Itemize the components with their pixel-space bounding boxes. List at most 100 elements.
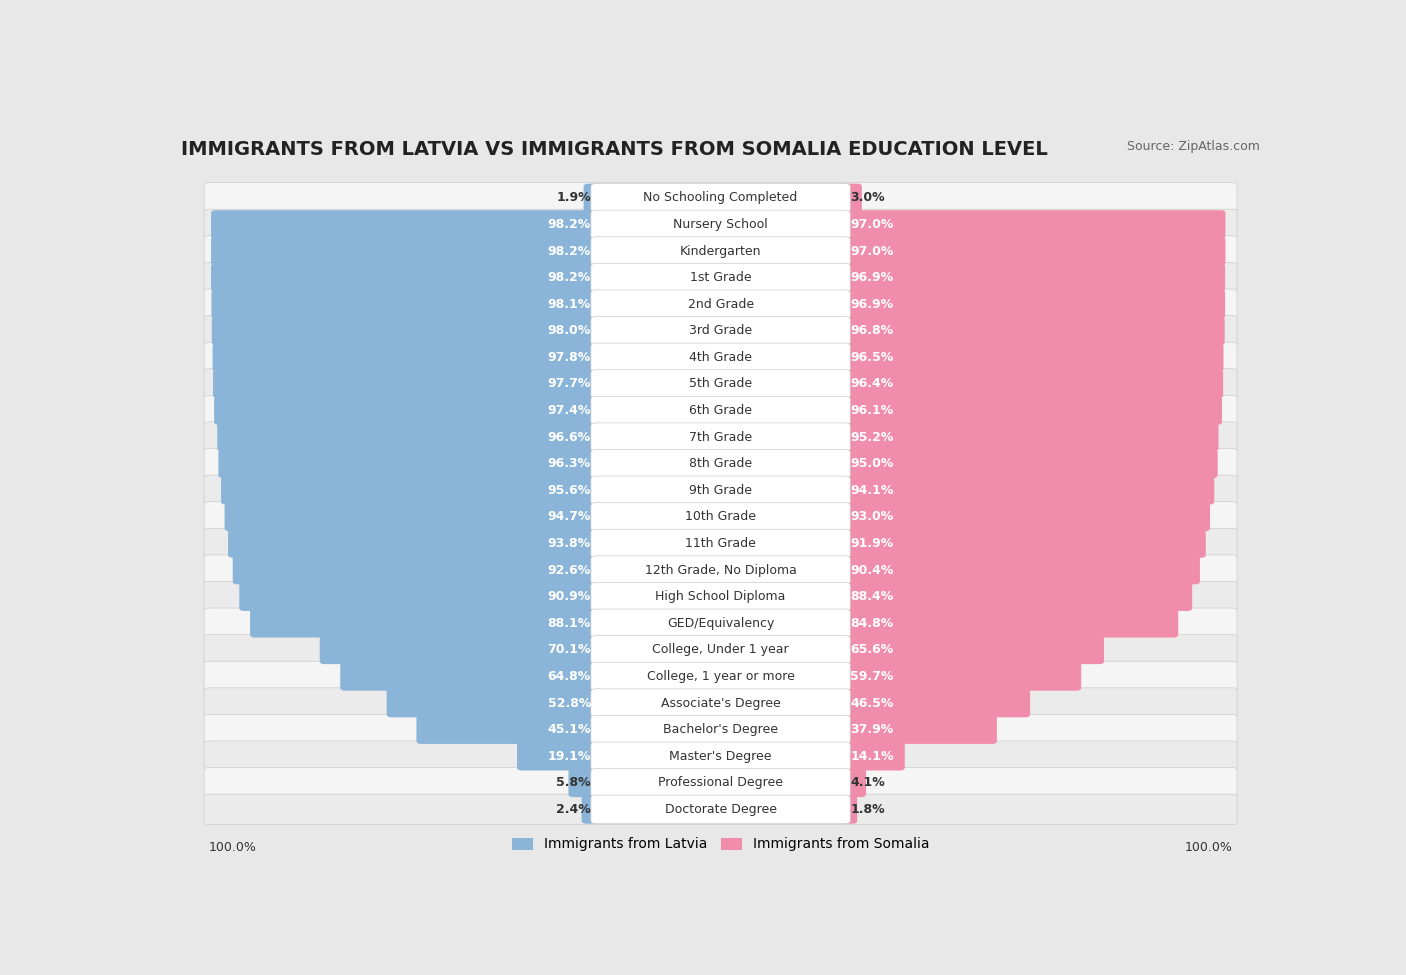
Text: Nursery School: Nursery School [673, 218, 768, 231]
FancyBboxPatch shape [204, 608, 1237, 639]
FancyBboxPatch shape [233, 556, 599, 584]
FancyBboxPatch shape [204, 422, 1237, 452]
Text: 19.1%: 19.1% [547, 750, 591, 762]
FancyBboxPatch shape [583, 183, 599, 213]
Text: 98.1%: 98.1% [548, 297, 591, 311]
FancyBboxPatch shape [842, 688, 1031, 718]
Text: 98.2%: 98.2% [548, 271, 591, 284]
FancyBboxPatch shape [842, 662, 1081, 690]
FancyBboxPatch shape [591, 688, 851, 718]
Text: 96.4%: 96.4% [851, 377, 893, 390]
Text: 12th Grade, No Diploma: 12th Grade, No Diploma [644, 564, 797, 576]
FancyBboxPatch shape [568, 768, 599, 798]
Text: 14.1%: 14.1% [851, 750, 894, 762]
FancyBboxPatch shape [591, 423, 851, 451]
FancyBboxPatch shape [204, 316, 1237, 346]
FancyBboxPatch shape [591, 662, 851, 690]
FancyBboxPatch shape [228, 529, 599, 558]
FancyBboxPatch shape [218, 449, 599, 478]
Text: 5.8%: 5.8% [557, 776, 591, 790]
Text: 90.9%: 90.9% [548, 590, 591, 604]
FancyBboxPatch shape [842, 449, 1218, 478]
FancyBboxPatch shape [204, 210, 1237, 240]
FancyBboxPatch shape [842, 423, 1219, 451]
FancyBboxPatch shape [591, 237, 851, 265]
FancyBboxPatch shape [204, 369, 1237, 399]
FancyBboxPatch shape [204, 767, 1237, 799]
FancyBboxPatch shape [842, 556, 1199, 584]
Text: No Schooling Completed: No Schooling Completed [644, 191, 797, 205]
Text: Doctorate Degree: Doctorate Degree [665, 802, 776, 816]
FancyBboxPatch shape [517, 742, 599, 770]
FancyBboxPatch shape [591, 503, 851, 531]
FancyBboxPatch shape [204, 289, 1237, 320]
FancyBboxPatch shape [842, 476, 1215, 505]
FancyBboxPatch shape [218, 423, 599, 451]
Text: 92.6%: 92.6% [548, 564, 591, 576]
Text: 97.0%: 97.0% [851, 245, 894, 257]
FancyBboxPatch shape [842, 211, 1226, 239]
FancyBboxPatch shape [591, 396, 851, 425]
Text: 37.9%: 37.9% [851, 723, 893, 736]
Text: Master's Degree: Master's Degree [669, 750, 772, 762]
Text: 97.4%: 97.4% [547, 404, 591, 417]
FancyBboxPatch shape [591, 183, 851, 213]
Text: Bachelor's Degree: Bachelor's Degree [664, 723, 778, 736]
Text: High School Diploma: High School Diploma [655, 590, 786, 604]
FancyBboxPatch shape [591, 796, 851, 824]
Text: 91.9%: 91.9% [851, 537, 893, 550]
Text: 97.8%: 97.8% [548, 351, 591, 364]
FancyBboxPatch shape [591, 768, 851, 798]
FancyBboxPatch shape [591, 290, 851, 319]
FancyBboxPatch shape [842, 742, 905, 770]
Text: 2.4%: 2.4% [557, 802, 591, 816]
Text: 46.5%: 46.5% [851, 696, 894, 710]
Text: 65.6%: 65.6% [851, 644, 893, 656]
Text: 94.1%: 94.1% [851, 484, 894, 497]
Text: 98.2%: 98.2% [548, 245, 591, 257]
Text: 96.3%: 96.3% [548, 457, 591, 470]
Text: Associate's Degree: Associate's Degree [661, 696, 780, 710]
Text: 1st Grade: 1st Grade [690, 271, 751, 284]
Text: 52.8%: 52.8% [547, 696, 591, 710]
FancyBboxPatch shape [204, 635, 1237, 665]
Text: 95.2%: 95.2% [851, 431, 894, 444]
FancyBboxPatch shape [212, 343, 599, 371]
FancyBboxPatch shape [591, 343, 851, 371]
FancyBboxPatch shape [204, 715, 1237, 745]
FancyBboxPatch shape [842, 183, 862, 213]
Text: 3.0%: 3.0% [851, 191, 884, 205]
Text: 93.8%: 93.8% [548, 537, 591, 550]
FancyBboxPatch shape [204, 528, 1237, 559]
FancyBboxPatch shape [211, 237, 599, 265]
FancyBboxPatch shape [842, 582, 1192, 611]
FancyBboxPatch shape [842, 503, 1211, 531]
Text: 97.7%: 97.7% [547, 377, 591, 390]
Text: 96.9%: 96.9% [851, 271, 893, 284]
FancyBboxPatch shape [582, 796, 599, 824]
Text: Source: ZipAtlas.com: Source: ZipAtlas.com [1128, 139, 1260, 152]
FancyBboxPatch shape [204, 448, 1237, 479]
FancyBboxPatch shape [239, 582, 599, 611]
Text: 59.7%: 59.7% [851, 670, 894, 682]
FancyBboxPatch shape [842, 290, 1225, 319]
Text: 96.8%: 96.8% [851, 325, 893, 337]
FancyBboxPatch shape [204, 342, 1237, 372]
Text: 96.9%: 96.9% [851, 297, 893, 311]
FancyBboxPatch shape [842, 716, 997, 744]
Text: 88.1%: 88.1% [548, 617, 591, 630]
FancyBboxPatch shape [591, 556, 851, 584]
Text: 11th Grade: 11th Grade [685, 537, 756, 550]
FancyBboxPatch shape [591, 609, 851, 638]
FancyBboxPatch shape [591, 742, 851, 770]
FancyBboxPatch shape [842, 396, 1222, 425]
FancyBboxPatch shape [591, 370, 851, 398]
Text: 98.0%: 98.0% [548, 325, 591, 337]
FancyBboxPatch shape [212, 317, 599, 345]
FancyBboxPatch shape [842, 317, 1225, 345]
Text: 88.4%: 88.4% [851, 590, 893, 604]
FancyBboxPatch shape [204, 395, 1237, 426]
FancyBboxPatch shape [319, 636, 599, 664]
Text: 93.0%: 93.0% [851, 511, 893, 524]
Text: 3rd Grade: 3rd Grade [689, 325, 752, 337]
